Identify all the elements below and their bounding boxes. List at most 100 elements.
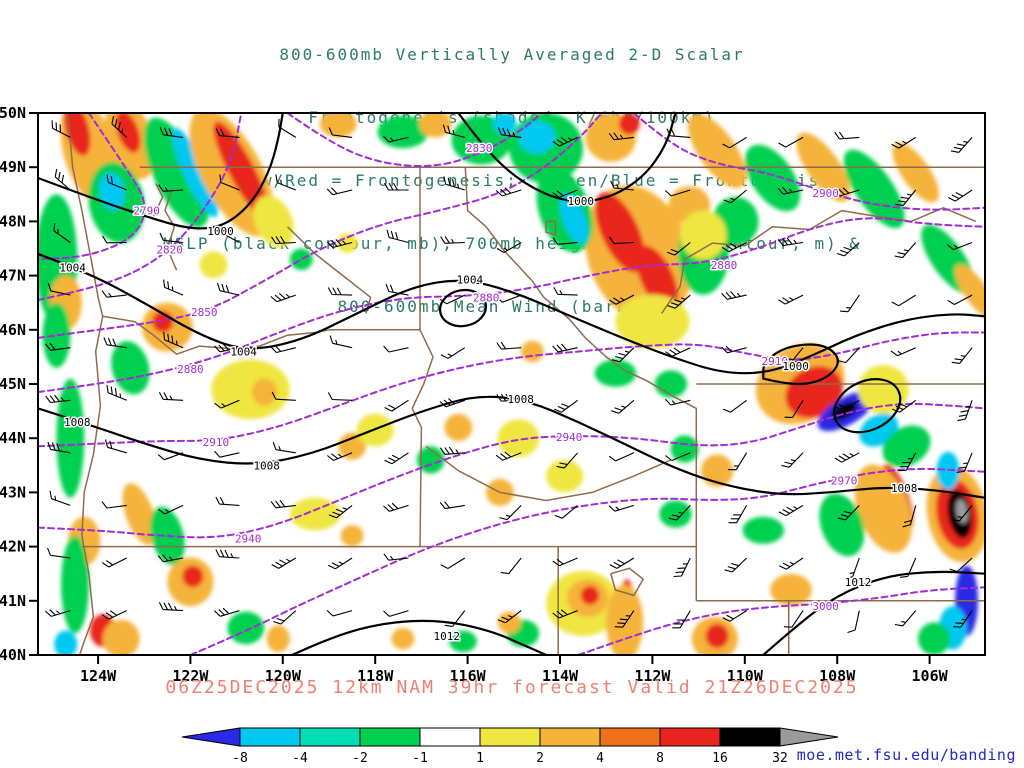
shading-blob [61,535,89,634]
colorbar-segment [359,727,421,747]
wind-barb [440,347,466,359]
wind-barb [158,504,184,515]
wind-barb [270,499,296,509]
contour-label: 2830 [466,142,493,155]
shading-blob [843,149,905,229]
wind-barb [667,294,691,309]
wind-barb [440,557,466,569]
border-path [411,167,434,547]
contour-label: 1008 [253,459,280,472]
wind-barb [834,399,860,412]
wind-barb [383,610,409,617]
height-contour-labels: 2790 2820 2830 2850 2900 2880 2880 2880 2910 2910… [132,141,859,615]
wind-barb [273,610,297,625]
wind-barb [722,610,747,622]
wind-barb [552,343,578,353]
contour-label: 1012 [845,576,872,589]
shading-blob [744,144,801,212]
shading-blob [56,378,85,498]
contour-path [38,113,146,261]
wind-barb [46,547,71,559]
wind-barb [163,331,184,349]
shading-blob [606,584,644,655]
lat-axis: 50N 49N 48N 47N 46N 45N 44N 43N 42N 41N 40N [0,105,38,664]
wind-barb [951,505,973,522]
wind-barb [840,294,860,313]
credit-link[interactable]: moe.met.fsu.edu/banding [796,746,1016,764]
shading-blob [115,113,141,153]
lat-tick-label: 49N [0,158,26,176]
wind-barb [611,399,635,414]
shading-blob [497,611,521,634]
wind-barb [552,136,578,147]
wind-barb [439,501,465,510]
shading-blob [615,294,690,349]
contour-path [38,402,985,539]
wind-barb [890,347,916,357]
colorbar-segment [539,727,601,747]
contour-label: 2940 [235,533,262,546]
wind-barb [326,452,353,461]
colorbar-tick-label: 32 [772,751,788,766]
shading-blob [199,251,228,279]
wind-barb [384,399,409,412]
lat-tick-label: 43N [0,483,26,501]
shading-blob [742,516,785,544]
contour-label: 1008 [891,482,918,495]
shading-blob [444,413,473,441]
wind-barb [159,127,184,138]
shading-blob [659,500,692,528]
wind-barb [101,290,127,298]
wind-barb [111,115,128,138]
wind-barb [101,501,127,509]
wind-barb [891,136,916,149]
contour-path [577,586,985,655]
wind-barb [47,441,71,454]
shading-blob [416,446,445,474]
colorbar-tick-label: 4 [596,751,604,766]
wind-barb [271,236,296,245]
wind-barb [327,557,353,570]
shading-blob [419,113,452,138]
wind-barb [665,452,691,462]
wind-barb [836,242,860,257]
lon-tick-label: 116W [450,667,487,685]
wind-barb [556,452,579,469]
wind-barb [214,607,240,617]
wind-barb [553,286,578,296]
wind-barb [157,554,184,563]
wind-barb [611,347,635,363]
wind-barb [103,337,127,349]
wind-barb [499,505,522,521]
shading-blob [102,619,140,655]
wind-barb [723,189,747,204]
wind-barb [444,610,466,627]
wind-barb [665,347,691,357]
wind-barb [724,557,747,573]
contour-path [189,467,985,655]
wind-barb [101,610,127,620]
contour-label: 1004 [457,273,484,286]
shading-blob [680,210,727,260]
colorbar-tick-label: 16 [712,751,728,766]
contour-label: 2880 [711,259,738,272]
shading-blob [122,483,157,546]
lat-tick-label: 44N [0,429,26,447]
wind-barb [834,452,860,463]
wind-barb [721,345,747,354]
wind-barb [215,128,240,138]
shading-blob [705,623,729,649]
contour-label: 2940 [556,431,583,444]
shading-blob [559,192,589,245]
shading-blob [858,365,909,414]
contour-closed [833,378,902,434]
border-path [464,167,698,601]
mslp-contours [38,113,985,655]
contour-label: 3000 [812,600,839,613]
wind-barb [834,131,860,140]
colorbar-segment [299,727,361,747]
contour-path [38,113,243,301]
wind-barb [329,335,353,349]
shading-blob [289,497,341,531]
wind-barb [45,609,71,617]
